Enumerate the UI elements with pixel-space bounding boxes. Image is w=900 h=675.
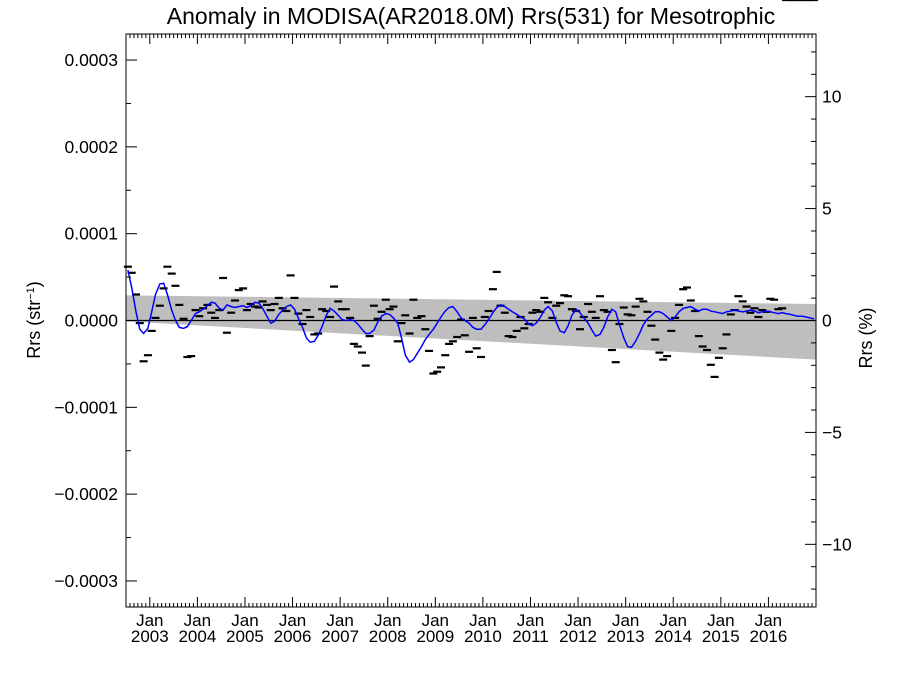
- y-tick-label: −0.0001: [54, 397, 118, 417]
- y-tick-label: −0.0003: [54, 571, 118, 591]
- x-tick-month-label: Jan: [517, 611, 544, 630]
- x-tick-year-label: 2009: [416, 627, 454, 646]
- x-tick-month-label: Jan: [707, 611, 734, 630]
- y2-tick-labels: 10 5 0 −5 −10: [822, 87, 852, 555]
- y-tick-label: −0.0002: [54, 484, 118, 504]
- y2-axis-title: Rrs (%): [856, 308, 876, 369]
- x-tick-year-label: 2006: [274, 627, 312, 646]
- x-tick-month-label: Jan: [184, 611, 211, 630]
- x-tick-year-label: 2015: [702, 627, 740, 646]
- y2-tick-label: −10: [822, 534, 852, 554]
- x-tick-year-label: 2008: [369, 627, 407, 646]
- x-tick-year-label: 2004: [178, 627, 216, 646]
- x-tick-month-label: Jan: [612, 611, 639, 630]
- chart-title: Anomaly in MODISA(AR2018.0M) Rrs(531) fo…: [167, 3, 775, 29]
- y2-tick-label: 10: [822, 87, 842, 107]
- y-tick-label: 0.0001: [64, 224, 118, 244]
- uncertainty-band: [126, 295, 816, 360]
- x-tick-month-label: Jan: [422, 611, 449, 630]
- x-tick-month-label: Jan: [374, 611, 401, 630]
- x-tick-labels: Jan2003Jan2004Jan2005Jan2006Jan2007Jan20…: [131, 611, 787, 646]
- x-tick-year-label: 2013: [607, 627, 645, 646]
- uncertainty-band-layer: [126, 295, 816, 360]
- x-tick-year-label: 2003: [131, 627, 169, 646]
- y-tick-labels: 0.0003 0.0002 0.0001 0.0000 −0.0001 −0.0002 −0…: [54, 50, 118, 591]
- x-tick-year-label: 2014: [654, 627, 692, 646]
- x-tick-year-label: 2007: [321, 627, 359, 646]
- y-tick-label: 0.0000: [64, 311, 118, 331]
- x-tick-month-label: Jan: [231, 611, 258, 630]
- smoothed-line-layer: [127, 269, 815, 364]
- x-tick-year-label: 2016: [749, 627, 787, 646]
- x-tick-month-label: Jan: [469, 611, 496, 630]
- x-tick-year-label: 2005: [226, 627, 264, 646]
- x-tick-year-label: 2010: [464, 627, 502, 646]
- x-tick-month-label: Jan: [326, 611, 353, 630]
- y-tick-label: 0.0002: [64, 137, 118, 157]
- x-tick-month-label: Jan: [136, 611, 163, 630]
- y-tick-label: 0.0003: [64, 50, 118, 70]
- x-tick-year-label: 2012: [559, 627, 597, 646]
- monthly-points-layer: [123, 0, 819, 378]
- x-tick-year-label: 2011: [512, 627, 549, 646]
- x-tick-month-label: Jan: [279, 611, 306, 630]
- smoothed-line: [127, 269, 815, 364]
- y2-tick-label: 0: [822, 311, 832, 331]
- tick-marks-layer: [125, 34, 817, 607]
- x-tick-month-label: Jan: [660, 611, 687, 630]
- x-tick-month-label: Jan: [564, 611, 591, 630]
- x-tick-month-label: Jan: [755, 611, 782, 630]
- y2-tick-label: 5: [822, 199, 832, 219]
- y-axis-title: Rrs (str−1): [24, 281, 44, 359]
- y2-tick-label: −5: [822, 422, 842, 442]
